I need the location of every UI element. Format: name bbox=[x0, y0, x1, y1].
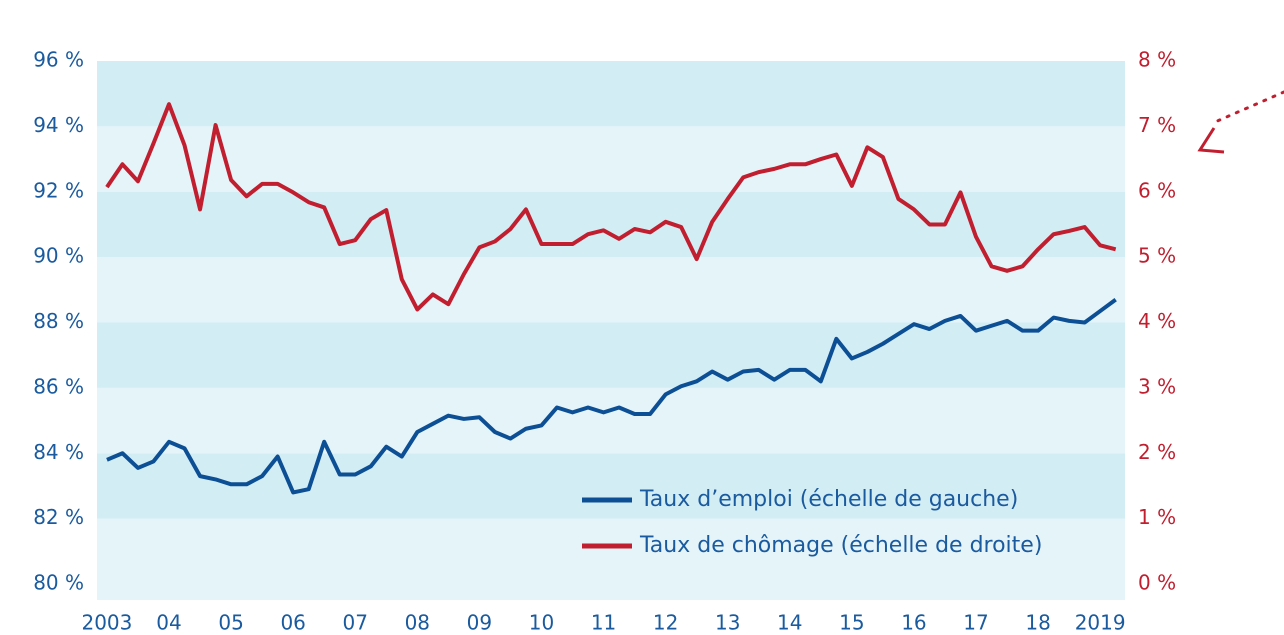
y-tick-label: 90 % bbox=[33, 244, 84, 268]
line bbox=[106, 298, 1117, 495]
y2-tick-label: 7 % bbox=[1138, 113, 1176, 137]
y2-tick-label: 0 % bbox=[1138, 571, 1176, 595]
x-tick-label: 09 bbox=[467, 611, 492, 635]
x-tick-label: 17 bbox=[963, 611, 988, 635]
x-tick-label: 2003 bbox=[81, 611, 132, 635]
x-tick-label: 04 bbox=[156, 611, 181, 635]
x-tick-label: 12 bbox=[653, 611, 678, 635]
y2-tick-label: 3 % bbox=[1138, 374, 1176, 398]
x-tick-label: 10 bbox=[529, 611, 554, 635]
band bbox=[97, 126, 1125, 192]
x-tick-label: 14 bbox=[777, 611, 802, 635]
y2-tick-label: 6 % bbox=[1138, 178, 1176, 202]
band bbox=[97, 322, 1125, 388]
x-tick-label: 18 bbox=[1025, 611, 1050, 635]
band bbox=[97, 61, 1125, 127]
y2-tick-label: 2 % bbox=[1138, 440, 1176, 464]
y-tick-label: 84 % bbox=[33, 440, 84, 464]
legend-label: Taux d’emploi (échelle de gauche) bbox=[639, 487, 1018, 512]
plot-area bbox=[97, 61, 1125, 600]
line bbox=[105, 102, 1117, 312]
y-tick-label: 86 % bbox=[33, 374, 84, 398]
y2-tick-label: 8 % bbox=[1138, 48, 1176, 72]
x-tick-label: 2019 bbox=[1075, 611, 1126, 635]
x-tick-label: 13 bbox=[715, 611, 740, 635]
x-tick-label: 08 bbox=[405, 611, 430, 635]
y2-tick-label: 5 % bbox=[1138, 244, 1176, 268]
y-tick-label: 88 % bbox=[33, 309, 84, 333]
y-tick-label: 82 % bbox=[33, 505, 84, 529]
x-tick-label: 11 bbox=[591, 611, 616, 635]
x-tick-label: 05 bbox=[218, 611, 243, 635]
y-tick-label: 80 % bbox=[33, 571, 84, 595]
band bbox=[97, 518, 1125, 600]
x-tick-label: 16 bbox=[901, 611, 926, 635]
x-tick-label: 15 bbox=[839, 611, 864, 635]
y2-tick-label: 4 % bbox=[1138, 309, 1176, 333]
y2-tick-label: 1 % bbox=[1138, 505, 1176, 529]
band bbox=[97, 257, 1125, 323]
x-tick-label: 07 bbox=[343, 611, 368, 635]
y-tick-label: 94 % bbox=[33, 113, 84, 137]
y-tick-label: 96 % bbox=[33, 48, 84, 72]
y-tick-label: 92 % bbox=[33, 178, 84, 202]
band bbox=[97, 453, 1125, 519]
arrow bbox=[1197, 90, 1284, 154]
legend-label: Taux de chômage (échelle de droite) bbox=[639, 533, 1042, 558]
band bbox=[97, 387, 1125, 454]
x-tick-label: 06 bbox=[280, 611, 305, 635]
